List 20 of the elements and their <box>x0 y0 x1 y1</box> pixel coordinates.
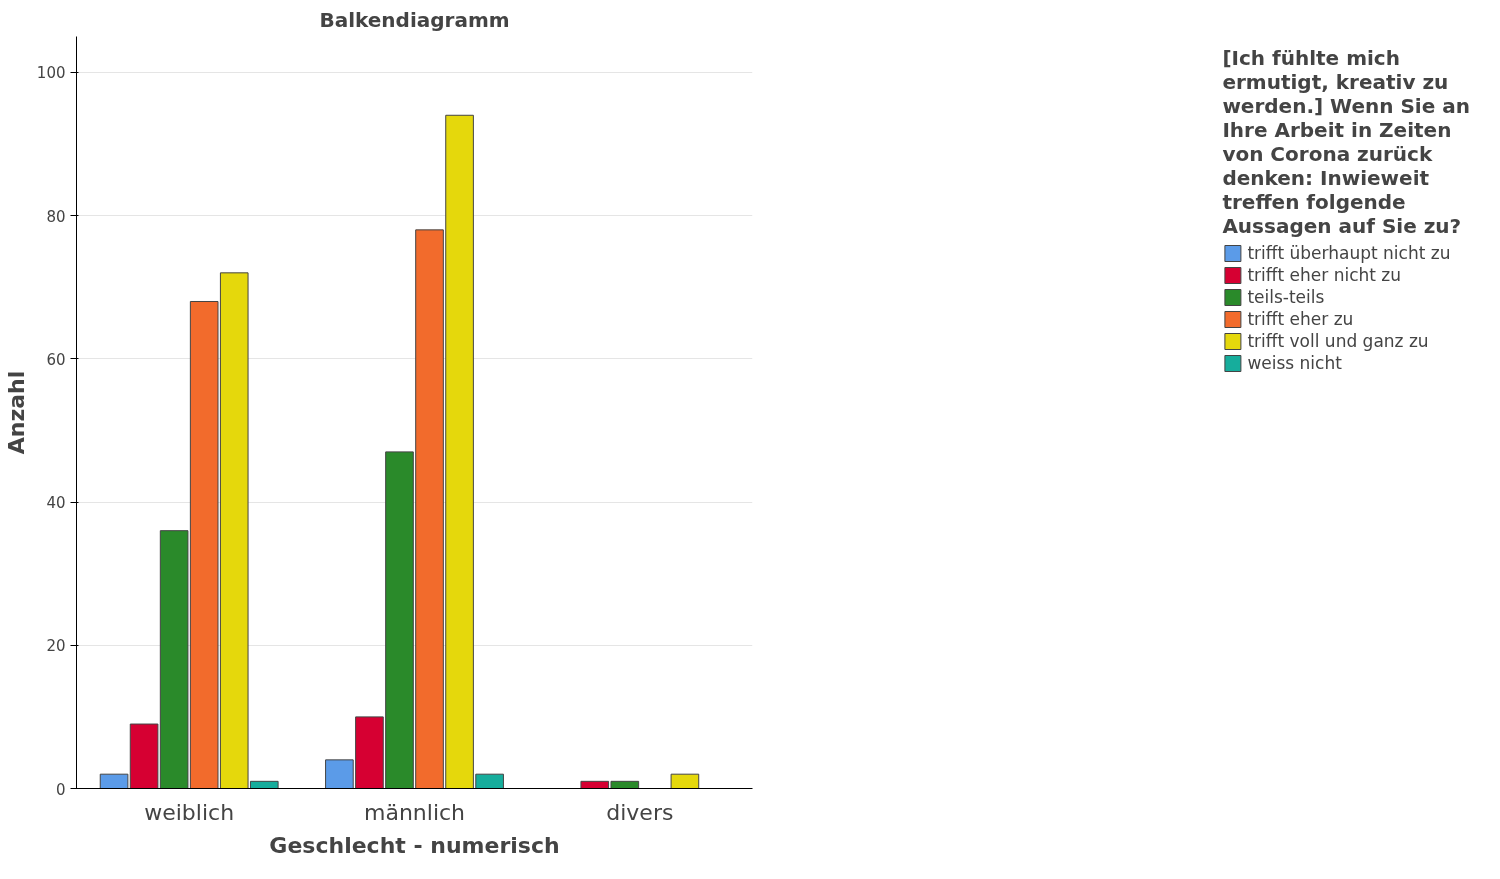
y-tick-label: 40 <box>46 494 66 513</box>
legend-label: teils-teils <box>1247 287 1325 307</box>
legend-label: weiss nicht <box>1247 353 1342 373</box>
x-tick-label: männlich <box>363 799 466 825</box>
y-tick-label: 60 <box>46 350 66 369</box>
x-tick-label: weiblich <box>144 799 235 825</box>
legend-label: trifft eher zu <box>1247 309 1354 329</box>
y-tick-label: 20 <box>46 637 66 656</box>
x-tick-label: divers <box>606 799 674 825</box>
legend-label: trifft eher nicht zu <box>1247 265 1402 285</box>
y-axis-title: Anzahl <box>3 370 29 455</box>
legend-label: trifft überhaupt nicht zu <box>1247 243 1451 263</box>
x-axis-title: Geschlecht - numerisch <box>269 832 560 858</box>
chart-title: Balkendiagramm <box>319 7 510 32</box>
bar <box>670 773 700 789</box>
legend-label: trifft voll und ganz zu <box>1247 331 1429 351</box>
y-tick-label: 80 <box>46 207 66 226</box>
y-tick-label: 0 <box>55 780 66 799</box>
y-tick-label: 100 <box>36 64 66 83</box>
legend-title: [Ich fühlte mich ermutigt, kreativ zu werden.] Wenn Sie an Ihre Arbeit in Zeiten von Corona zurück denken: Inwieweit treffen folgende Aussagen auf Sie zu? <box>1222 46 1470 238</box>
